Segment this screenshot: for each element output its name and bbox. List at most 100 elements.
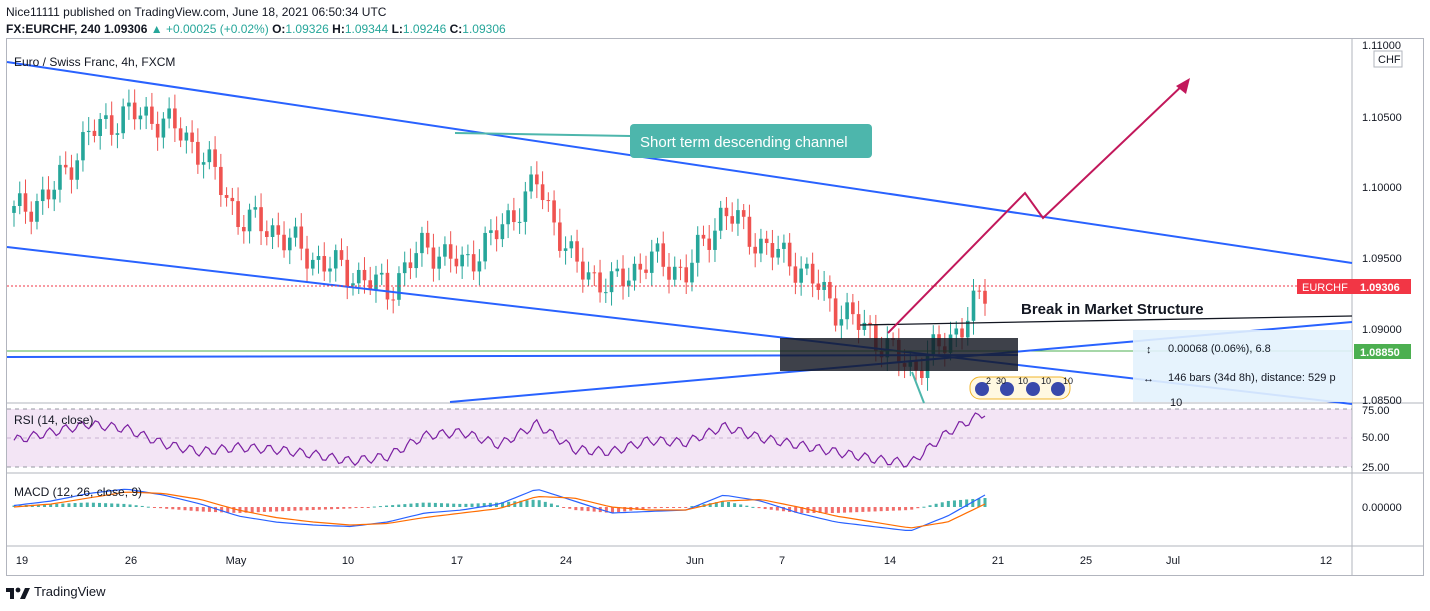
macd-histogram-bar bbox=[201, 507, 205, 512]
candle-body bbox=[575, 241, 579, 262]
candle-body bbox=[242, 227, 246, 232]
candle-body bbox=[787, 242, 792, 267]
candle-body bbox=[150, 106, 154, 124]
macd-histogram-bar bbox=[665, 507, 669, 508]
time-axis[interactable]: 19 26 May 10 17 24 Jun 7 14 21 25 Jul 12 bbox=[16, 555, 1332, 567]
macd-histogram-bar bbox=[610, 507, 614, 513]
footer-brand[interactable]: TradingView bbox=[6, 584, 106, 600]
macd-histogram-bar bbox=[360, 507, 364, 508]
candle-body bbox=[609, 271, 614, 293]
channel-callout-box[interactable] bbox=[630, 124, 872, 158]
macd-histogram-bar bbox=[183, 507, 187, 511]
event-badge-strip bbox=[969, 376, 1071, 400]
open-value: 1.09326 bbox=[285, 22, 329, 36]
candle-body bbox=[374, 274, 378, 290]
macd-histogram-bar bbox=[171, 507, 175, 510]
macd-histogram-bar bbox=[824, 507, 828, 513]
macd-histogram-bar bbox=[867, 507, 871, 512]
time-tick: 24 bbox=[560, 555, 572, 567]
macd-histogram-bar bbox=[708, 503, 712, 507]
demand-zone[interactable] bbox=[780, 338, 1018, 371]
macd-histogram-bar bbox=[946, 500, 950, 507]
macd-histogram-bar bbox=[916, 507, 920, 509]
macd-histogram-bar bbox=[904, 507, 908, 511]
candle-body bbox=[29, 211, 34, 222]
currency-badge[interactable] bbox=[1373, 50, 1403, 68]
macd-histogram-bar bbox=[214, 507, 218, 513]
macd-histogram-bar bbox=[952, 500, 956, 507]
chart-frame[interactable] bbox=[6, 38, 1424, 576]
macd-histogram-bar bbox=[574, 507, 578, 511]
candle-body bbox=[638, 263, 643, 270]
candle-body bbox=[425, 232, 430, 248]
macd-histogram-bar bbox=[678, 507, 682, 508]
candle-body bbox=[466, 254, 470, 256]
macd-histogram-bar bbox=[391, 505, 395, 507]
candle-body bbox=[736, 210, 740, 224]
candle-body bbox=[219, 166, 223, 196]
macd-histogram-bar bbox=[672, 507, 676, 508]
candle-body bbox=[690, 262, 694, 283]
macd-histogram-bar bbox=[433, 502, 437, 507]
structure-line[interactable] bbox=[859, 315, 1353, 326]
macd-histogram-bar bbox=[482, 503, 486, 507]
macd-histogram-bar bbox=[763, 507, 767, 510]
macd-histogram-bar bbox=[152, 507, 156, 508]
channel-upper-line[interactable] bbox=[6, 61, 1353, 264]
price-tick: 1.08500 bbox=[1362, 395, 1402, 407]
candle-body bbox=[586, 272, 591, 280]
macd-histogram-bar bbox=[244, 507, 248, 513]
candle-body bbox=[540, 184, 545, 201]
callout-pointer bbox=[911, 371, 925, 404]
macd-histogram-bar bbox=[12, 505, 16, 507]
macd-histogram-bar bbox=[293, 507, 297, 511]
candle-body bbox=[23, 193, 28, 212]
macd-histogram-bar bbox=[720, 501, 724, 507]
macd-histogram-bar bbox=[476, 503, 480, 507]
macd-histogram-bar bbox=[885, 507, 889, 511]
candle-body bbox=[862, 322, 867, 330]
symbol-name-label: EURCHF bbox=[1302, 282, 1348, 294]
time-tick: 10 bbox=[342, 555, 354, 567]
candle-body bbox=[655, 243, 660, 252]
macd-histogram-bar bbox=[439, 503, 443, 507]
macd-histogram-bar bbox=[128, 504, 132, 507]
macd-histogram-bar bbox=[49, 504, 53, 507]
measure-box[interactable] bbox=[1133, 330, 1352, 402]
price-axis[interactable]: 1.11000 1.10500 1.10000 1.09500 1.09000 … bbox=[1362, 40, 1402, 514]
macd-histogram-bar bbox=[140, 505, 144, 507]
channel-lower-line[interactable] bbox=[6, 246, 1353, 405]
candle-body bbox=[322, 256, 327, 272]
candle-body bbox=[69, 167, 74, 180]
candle-body bbox=[678, 266, 683, 268]
candle-body bbox=[431, 247, 436, 269]
macd-histogram-bar bbox=[739, 504, 743, 507]
candle-body bbox=[615, 268, 620, 272]
candle-body bbox=[558, 222, 562, 251]
candle-body bbox=[621, 268, 625, 287]
candle-body bbox=[224, 195, 229, 198]
macd-histogram-bar bbox=[427, 502, 431, 507]
candle-body bbox=[644, 269, 648, 273]
macd-histogram-bar bbox=[537, 500, 541, 507]
event-badges[interactable]: 2 30 10 10 10 bbox=[969, 376, 1073, 400]
candle-body bbox=[960, 328, 964, 338]
candle-body bbox=[954, 328, 959, 335]
candle-body bbox=[155, 123, 160, 138]
macd-histogram-bar bbox=[207, 507, 211, 512]
macd-histogram-bar bbox=[843, 507, 847, 513]
candle-body bbox=[178, 128, 183, 141]
macd-histogram-bar bbox=[849, 507, 853, 513]
projection-path[interactable] bbox=[887, 81, 1187, 334]
candle-body bbox=[397, 273, 401, 300]
macd-histogram-bar bbox=[366, 507, 370, 508]
macd-histogram-bar bbox=[873, 507, 877, 512]
macd-histogram-bar bbox=[330, 507, 334, 510]
macd-histogram-bar bbox=[250, 507, 254, 513]
main-pane-title: Euro / Swiss Franc, 4h, FXCM bbox=[14, 55, 175, 69]
candle-body bbox=[402, 262, 407, 274]
candle-body bbox=[282, 234, 286, 251]
candle-body bbox=[649, 251, 654, 273]
candle-body bbox=[121, 106, 125, 134]
